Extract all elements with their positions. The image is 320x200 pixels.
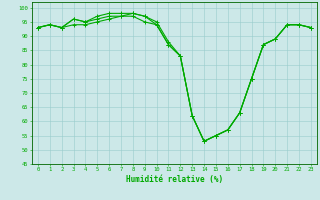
X-axis label: Humidité relative (%): Humidité relative (%)	[126, 175, 223, 184]
